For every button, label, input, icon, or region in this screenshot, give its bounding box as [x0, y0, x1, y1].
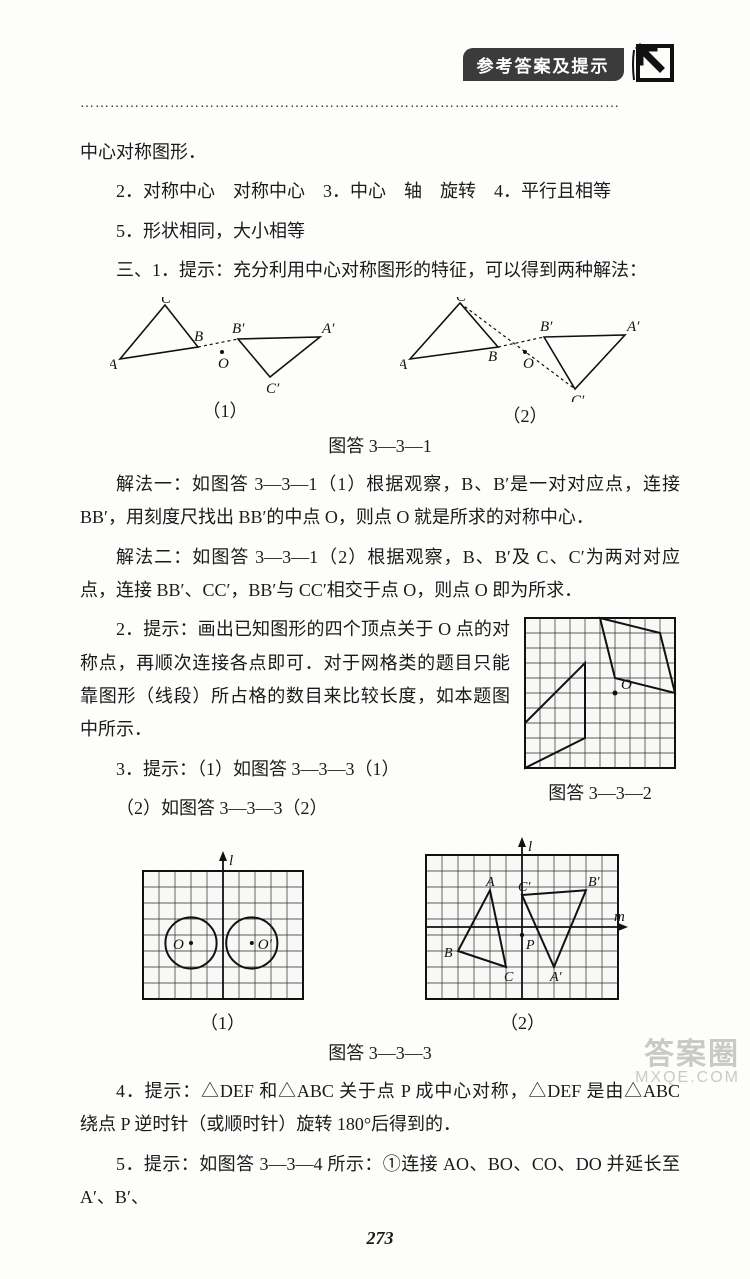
- fig-331-2-svg: A B C O B′ A′ C′: [400, 297, 650, 402]
- svg-text:O′: O′: [257, 937, 272, 953]
- fig-331-1-svg: A B C O B′ A′ C′: [110, 297, 340, 397]
- line-0: 中心对称图形．: [80, 136, 680, 169]
- svg-text:B: B: [444, 946, 453, 961]
- svg-text:C: C: [504, 970, 514, 985]
- svg-text:C: C: [161, 297, 172, 307]
- figure-3-3-1-row: A B C O B′ A′ C′ （1） A B C O B′ A′ C′ （2）: [80, 297, 680, 428]
- arrow-icon: [632, 40, 680, 88]
- header-title: 参考答案及提示: [463, 48, 624, 81]
- svg-text:B′: B′: [588, 875, 601, 890]
- svg-text:A′: A′: [626, 319, 640, 335]
- line-5: 解法二：如图答 3—3—1（2）根据观察，B、B′及 C、C′为两对对应点，连接…: [80, 541, 680, 608]
- svg-text:A: A: [485, 875, 495, 890]
- dot-rule: ………………………………………………………………………………………………: [80, 96, 680, 112]
- svg-text:C′: C′: [571, 393, 585, 402]
- svg-text:O: O: [621, 677, 632, 693]
- svg-text:O: O: [523, 356, 534, 372]
- svg-text:B′: B′: [540, 319, 553, 335]
- fig-331-1-sub: （1）: [110, 397, 340, 423]
- fig-333-2-svg: l m A B C A′ B′ C′ P: [418, 837, 628, 1009]
- fig-333-1-sub: （1）: [133, 1009, 313, 1035]
- svg-text:O: O: [173, 937, 184, 953]
- svg-text:A: A: [400, 357, 408, 373]
- svg-text:P: P: [525, 938, 535, 953]
- svg-text:C′: C′: [518, 880, 531, 895]
- line-9: 4．提示：△DEF 和△ABC 关于点 P 成中心对称，△DEF 是由△ABC …: [80, 1075, 680, 1142]
- svg-text:m: m: [614, 909, 625, 925]
- svg-text:C′: C′: [266, 381, 280, 397]
- line-2: 5．形状相同，大小相等: [80, 215, 680, 248]
- fig-332-svg: O: [520, 613, 680, 773]
- line-10: 5．提示：如图答 3—3—4 所示：①连接 AO、BO、CO、DO 并延长至 A…: [80, 1148, 680, 1215]
- watermark-line2: MXQE.COM: [635, 1070, 740, 1087]
- fig-333-2-sub: （2）: [418, 1009, 628, 1035]
- line-4: 解法一：如图答 3—3—1（1）根据观察，B、B′是一对对应点，连接 BB′，用…: [80, 468, 680, 535]
- fig-332-caption: 图答 3—3—2: [520, 779, 680, 805]
- line-3: 三、1．提示：充分利用中心对称图形的特征，可以得到两种解法：: [80, 254, 680, 287]
- watermark-line1: 答案圈: [635, 1039, 740, 1071]
- fig-333-caption: 图答 3—3—3: [80, 1039, 680, 1065]
- fig-331-2-sub: （2）: [400, 402, 650, 428]
- svg-text:A′: A′: [321, 321, 335, 337]
- line-1: 2．对称中心 对称中心 3．中心 轴 旋转 4．平行且相等: [80, 175, 680, 208]
- svg-text:C: C: [456, 297, 467, 305]
- svg-text:O: O: [218, 356, 229, 372]
- fig-333-1-svg: l O O′: [133, 851, 313, 1009]
- svg-text:B: B: [488, 349, 497, 365]
- page-number: 273: [80, 1228, 680, 1249]
- svg-text:B: B: [194, 329, 203, 345]
- svg-text:A′: A′: [549, 970, 563, 985]
- watermark: 答案圈 MXQE.COM: [635, 1039, 740, 1087]
- svg-text:l: l: [229, 853, 233, 869]
- fig-331-caption: 图答 3—3—1: [80, 432, 680, 458]
- figure-3-3-3-row: l O O′ （1） l m A B C A′ B′ C′ P （2）: [80, 837, 680, 1035]
- svg-text:B′: B′: [232, 321, 245, 337]
- svg-text:l: l: [528, 839, 532, 855]
- figure-3-3-2: O 图答 3—3—2: [520, 613, 680, 805]
- svg-text:A: A: [110, 357, 118, 373]
- page-header: 参考答案及提示: [80, 40, 680, 88]
